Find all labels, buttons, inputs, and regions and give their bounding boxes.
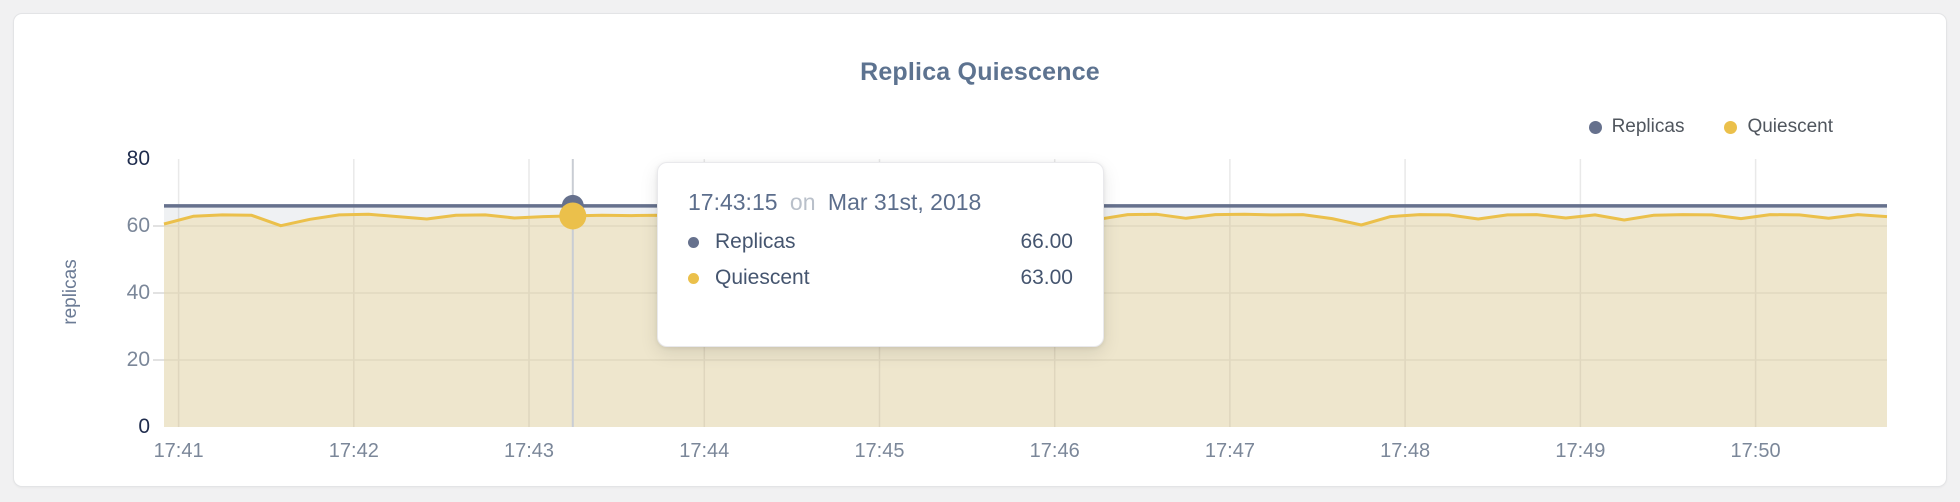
- tooltip-date: Mar 31st, 2018: [827, 189, 982, 215]
- x-tick-label: 17:42: [328, 440, 379, 462]
- tooltip-label-replicas: Replicas: [715, 230, 796, 253]
- x-tick-label: 17:47: [1204, 440, 1255, 462]
- tooltip-row-quiescent: Quiescent 63.00: [688, 266, 1073, 290]
- x-tick-label: 17:44: [679, 440, 730, 462]
- x-tick-label: 17:48: [1380, 440, 1431, 462]
- x-tick-label: 17:49: [1555, 440, 1606, 462]
- x-tick-label: 17:46: [1029, 440, 1080, 462]
- tooltip-row-replicas: Replicas 66.00: [688, 230, 1073, 254]
- legend: Replicas Quiescent: [1588, 116, 1833, 138]
- y-tick-label: 20: [126, 348, 150, 371]
- tooltip-value-replicas: 66.00: [1020, 230, 1073, 253]
- x-tick-label: 17:45: [854, 440, 905, 462]
- x-tick-label: 17:41: [153, 440, 204, 462]
- replicas-legend-dot-icon: [1588, 120, 1602, 134]
- y-tick-label: 0: [138, 415, 150, 438]
- chart-tooltip: 17:43:15 on Mar 31st, 2018 Replicas 66.0…: [657, 162, 1104, 347]
- x-tick-label: 17:50: [1730, 440, 1781, 462]
- quiescent-tooltip-dot-icon: [688, 272, 699, 284]
- legend-item-replicas[interactable]: Replicas: [1588, 116, 1685, 138]
- chart-card: Replica Quiescence Replicas Quiescent re…: [13, 13, 1947, 487]
- y-tick-label: 40: [126, 281, 150, 304]
- y-tick-label: 80: [126, 147, 150, 170]
- chart-title: Replica Quiescence: [860, 58, 1100, 86]
- legend-item-quiescent[interactable]: Quiescent: [1724, 116, 1833, 138]
- quiescent-legend-dot-icon: [1724, 120, 1738, 134]
- legend-label-quiescent: Quiescent: [1747, 116, 1833, 137]
- tooltip-value-quiescent: 63.00: [1020, 266, 1073, 289]
- legend-label-replicas: Replicas: [1611, 116, 1685, 137]
- x-tick-label: 17:43: [504, 440, 555, 462]
- y-tick-label: 60: [126, 214, 150, 237]
- replicas-tooltip-dot-icon: [688, 236, 699, 248]
- tooltip-label-quiescent: Quiescent: [715, 266, 810, 289]
- tooltip-connector: on: [789, 189, 816, 215]
- tooltip-header: 17:43:15 on Mar 31st, 2018: [688, 189, 1073, 216]
- tooltip-time: 17:43:15: [688, 189, 778, 215]
